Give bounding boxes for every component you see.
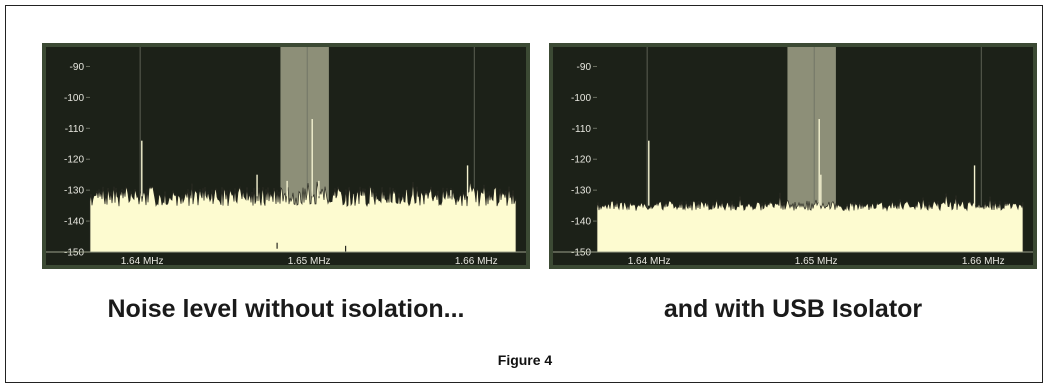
figure-label: Figure 4 [497,352,553,368]
spectrum-chart-without-isolation: -90 -100 -110 -120 -130 -140 -150 1.64 MHz 1.65 … [42,43,530,269]
x-tick-label: 1.65 MHz [795,256,838,267]
y-tick-label: -100 [64,93,84,104]
y-tick-label: -110 [65,124,85,135]
x-tick-label: 1.66 MHz [962,256,1005,267]
y-tick-label: -120 [64,155,84,166]
y-tick-label: -140 [571,217,591,228]
y-tick-label: -150 [64,248,84,259]
x-tick-label: 1.66 MHz [455,256,498,267]
y-tick-label: -140 [64,217,84,228]
x-tick-label: 1.64 MHz [121,256,164,267]
x-tick-label: 1.64 MHz [628,256,671,267]
y-tick-label: -130 [64,186,84,197]
y-tick-label: -120 [571,155,591,166]
x-tick-label: 1.65 MHz [288,256,331,267]
y-tick-label: -100 [571,93,591,104]
spectrum-plot-svg: -90 -100 -110 -120 -130 -140 -150 1.64 MHz 1.65 … [549,43,1037,269]
noise-floor-area [596,192,1024,253]
y-tick-label: -90 [577,62,592,73]
spectrum-plot-svg: -90 -100 -110 -120 -130 -140 -150 1.64 MHz 1.65 … [42,43,530,269]
y-tick-label: -110 [572,124,592,135]
caption-with-usb-isolator: and with USB Isolator [663,295,923,323]
noise-floor-area [89,180,517,253]
spectrum-chart-with-usb-isolator: -90 -100 -110 -120 -130 -140 -150 1.64 MHz 1.65 … [549,43,1037,269]
y-tick-label: -150 [571,248,591,259]
y-tick-label: -90 [70,62,85,73]
caption-without-isolation: Noise level without isolation... [107,295,465,323]
y-tick-label: -130 [571,186,591,197]
